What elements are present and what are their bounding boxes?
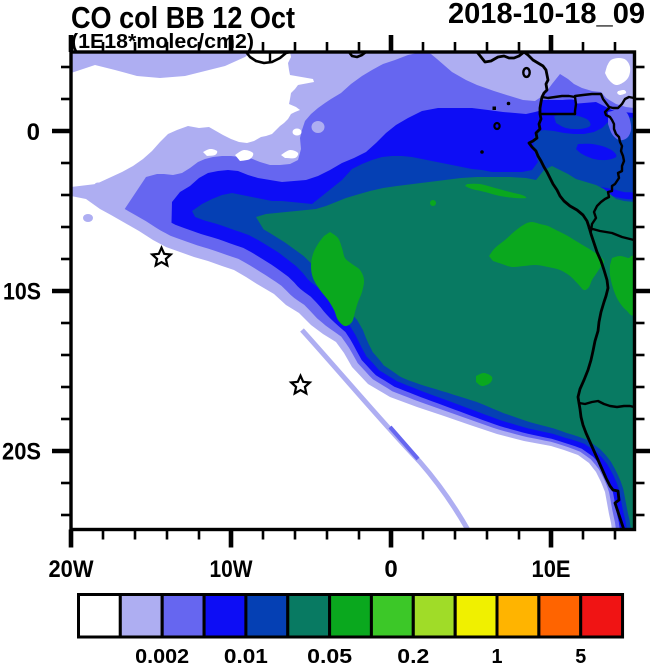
- svg-text:CO col BB 12 Oct: CO col BB 12 Oct: [71, 0, 295, 35]
- svg-text:0.002: 0.002: [135, 646, 189, 667]
- svg-text:10S: 10S: [3, 279, 41, 306]
- svg-text:1: 1: [492, 646, 503, 667]
- svg-text:0: 0: [27, 119, 40, 146]
- svg-text:10E: 10E: [532, 556, 571, 583]
- svg-text:0.05: 0.05: [307, 646, 352, 667]
- svg-text:10W: 10W: [210, 556, 253, 583]
- svg-text:2018-10-18_09: 2018-10-18_09: [448, 0, 645, 30]
- svg-text:0.01: 0.01: [224, 646, 268, 667]
- svg-text:5: 5: [575, 646, 586, 667]
- svg-text:20S: 20S: [2, 439, 41, 466]
- svg-text:0: 0: [384, 556, 397, 583]
- svg-text:(1E18*molec/cm2): (1E18*molec/cm2): [71, 31, 254, 53]
- svg-text:20W: 20W: [49, 556, 94, 583]
- svg-text:0.2: 0.2: [397, 646, 429, 667]
